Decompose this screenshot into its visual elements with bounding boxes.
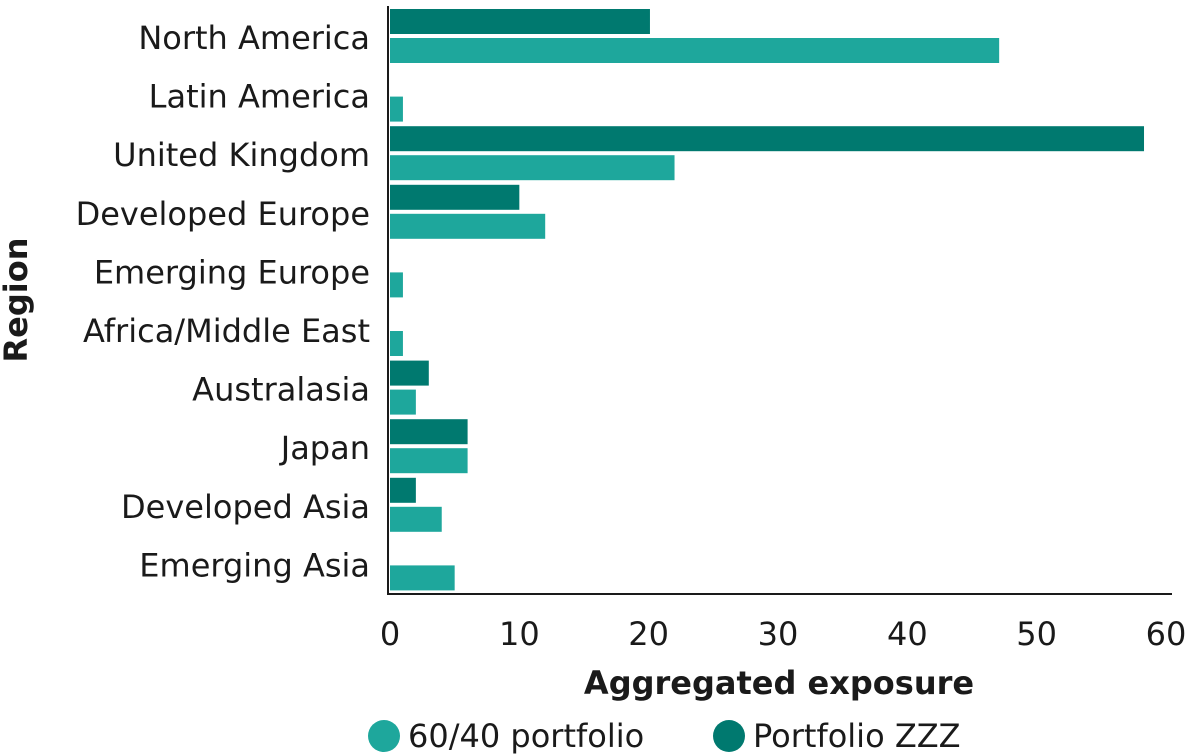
category-label-developed-europe: Developed Europe (76, 195, 370, 233)
legend-label-portfolio-zzz: Portfolio ZZZ (753, 717, 961, 755)
bar-60-40-portfolio-developed-europe (390, 213, 546, 239)
bar-60-40-portfolio-developed-asia (390, 506, 442, 532)
legend: 60/40 portfolio Portfolio ZZZ (368, 717, 961, 755)
bar-portfolio-zzz-north-america (390, 9, 650, 34)
x-tick-labels: 0 10 20 30 40 50 60 (380, 615, 1187, 653)
category-label-united-kingdom: United Kingdom (113, 136, 370, 174)
x-axis-title: Aggregated exposure (584, 664, 974, 702)
legend-marker-60-40-portfolio (368, 720, 400, 752)
x-tick-label-30: 30 (758, 615, 799, 653)
bar-60-40-portfolio-emerging-europe (390, 272, 403, 298)
y-axis-title: Region (0, 238, 35, 363)
bar-60-40-portfolio-africa-middle-east (390, 331, 403, 356)
bar-portfolio-zzz-developed-asia (390, 477, 416, 503)
category-label-emerging-asia: Emerging Asia (139, 546, 370, 584)
bars-group (390, 9, 1145, 591)
x-tick-label-40: 40 (887, 615, 928, 653)
bar-60-40-portfolio-emerging-asia (390, 565, 455, 591)
category-label-latin-america: Latin America (149, 78, 370, 116)
category-label-japan: Japan (279, 429, 370, 467)
bar-60-40-portfolio-australasia (390, 389, 416, 415)
x-tick-label-60: 60 (1146, 615, 1187, 653)
bar-60-40-portfolio-north-america (390, 38, 1000, 63)
category-labels: North America Latin America United Kingdom… (76, 19, 370, 584)
bar-portfolio-zzz-australasia (390, 360, 429, 386)
category-label-emerging-europe: Emerging Europe (94, 253, 370, 291)
x-tick-label-10: 10 (499, 615, 540, 653)
category-label-developed-asia: Developed Asia (121, 488, 370, 526)
bar-portfolio-zzz-japan (390, 419, 468, 445)
x-tick-label-50: 50 (1016, 615, 1057, 653)
x-tick-label-0: 0 (380, 615, 400, 653)
category-label-australasia: Australasia (192, 371, 370, 409)
bar-portfolio-zzz-united-kingdom (390, 126, 1145, 152)
legend-marker-portfolio-zzz (713, 720, 745, 752)
bar-60-40-portfolio-united-kingdom (390, 155, 675, 181)
category-label-africa-middle-east: Africa/Middle East (83, 312, 370, 350)
legend-label-60-40-portfolio: 60/40 portfolio (408, 717, 644, 755)
x-tick-label-20: 20 (628, 615, 669, 653)
category-label-north-america: North America (138, 19, 370, 57)
bar-60-40-portfolio-latin-america (390, 96, 403, 122)
bar-60-40-portfolio-japan (390, 448, 468, 474)
bar-portfolio-zzz-developed-europe (390, 184, 520, 210)
